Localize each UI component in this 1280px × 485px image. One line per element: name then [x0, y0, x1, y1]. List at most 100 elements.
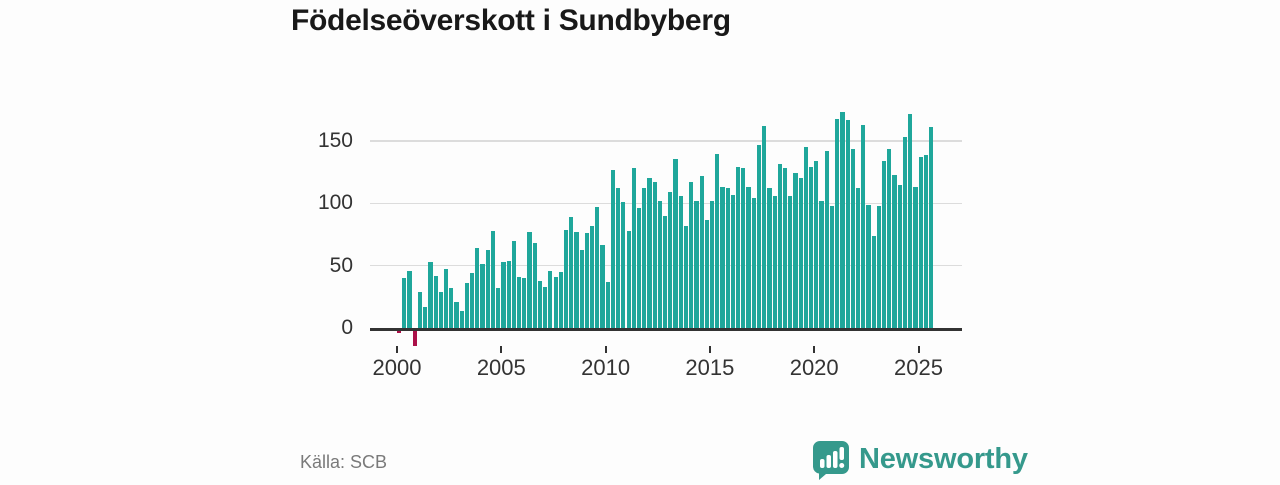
x-axis-label: 2010: [581, 355, 631, 380]
x-tick-mark: [396, 346, 398, 353]
bar: [683, 225, 689, 328]
bar: [741, 168, 746, 328]
chart-title: Födelseöverskott i Sundbyberg: [291, 4, 731, 37]
newsworthy-logo: Newsworthy: [812, 440, 1028, 485]
bar: [746, 187, 751, 328]
x-axis-label: 2005: [476, 355, 526, 380]
bar: [736, 167, 741, 328]
bar: [814, 161, 819, 328]
bar: [595, 207, 600, 328]
y-axis-label: 0: [341, 316, 353, 339]
y-axis-label: 150: [317, 129, 353, 153]
bar: [605, 281, 610, 328]
x-axis-line: [370, 328, 962, 331]
bar: [657, 200, 663, 328]
gridline: [370, 202, 962, 205]
bar: [537, 280, 543, 328]
bar: [407, 270, 412, 328]
bar: [887, 148, 892, 328]
bar: [689, 182, 694, 328]
bar: [402, 278, 407, 328]
bar: [621, 202, 626, 328]
bar: [516, 276, 522, 328]
bar: [569, 217, 574, 328]
bar: [511, 240, 516, 328]
bar-negative: [412, 330, 417, 346]
bar: [616, 188, 621, 328]
bar: [642, 188, 647, 328]
y-axis-label: 50: [329, 253, 353, 277]
bar: [532, 243, 537, 328]
bar: [668, 192, 673, 328]
bar: [636, 208, 642, 328]
bar-negative: [397, 330, 402, 333]
bar: [725, 188, 730, 328]
bar: [438, 291, 443, 328]
bar: [928, 127, 934, 328]
bar: [803, 147, 809, 328]
bar: [730, 194, 736, 328]
bar: [788, 195, 793, 328]
bar: [490, 230, 496, 328]
bar: [454, 301, 459, 328]
bar: [501, 261, 506, 328]
bar: [809, 167, 814, 328]
x-tick-mark: [604, 346, 607, 353]
bar: [876, 205, 882, 328]
bar: [835, 118, 840, 328]
bar: [762, 126, 767, 328]
newsworthy-wordmark: Newsworthy: [859, 443, 1028, 475]
bar: [709, 200, 715, 328]
bar: [704, 219, 709, 328]
bar: [522, 278, 527, 328]
bar: [459, 310, 464, 328]
bar: [699, 175, 704, 328]
x-axis-label: 2020: [789, 355, 839, 380]
gridline: [370, 140, 962, 142]
bar: [824, 151, 829, 328]
bar: [485, 249, 490, 328]
bar: [923, 154, 928, 328]
bar: [558, 271, 563, 328]
bar: [600, 244, 605, 328]
x-tick-mark: [708, 346, 711, 353]
bar: [793, 173, 798, 328]
bar: [882, 161, 887, 328]
bar: [563, 229, 569, 328]
bar: [652, 182, 657, 328]
bar: [449, 288, 454, 328]
bar: [772, 195, 777, 328]
bar: [866, 204, 871, 328]
bar: [610, 169, 616, 328]
bar: [861, 124, 866, 328]
bar: [908, 113, 913, 328]
bar: [548, 270, 553, 328]
bar: [423, 306, 428, 328]
bar: [433, 275, 438, 328]
bar: [480, 264, 485, 328]
bar: [647, 178, 652, 328]
source-label: Källa: SCB: [300, 452, 388, 472]
bar: [464, 283, 470, 328]
bar: [579, 249, 584, 328]
bar: [798, 178, 803, 328]
bar: [751, 198, 756, 328]
bar: [673, 158, 678, 328]
x-tick-mark: [917, 346, 920, 353]
x-axis-label: 2015: [685, 355, 735, 380]
bar: [850, 148, 855, 328]
x-tick-mark: [813, 346, 816, 353]
bar: [767, 188, 772, 328]
bar: [574, 232, 579, 328]
bar: [553, 276, 558, 328]
bar: [678, 195, 683, 328]
x-axis-label: 2000: [372, 355, 422, 380]
x-axis-label: 2025: [894, 355, 943, 380]
bar: [496, 288, 501, 328]
bar: [913, 187, 918, 328]
bar: [584, 233, 589, 328]
bar: [417, 291, 423, 328]
bar: [475, 248, 480, 328]
